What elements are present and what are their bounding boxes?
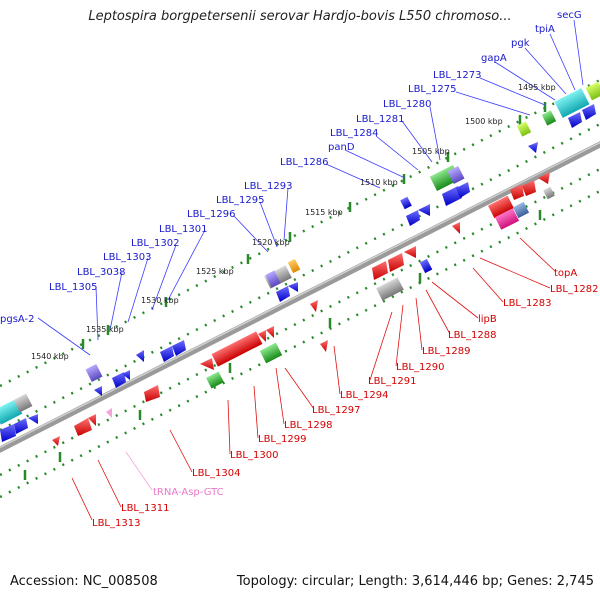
gene-label: LBL_1300 [230, 450, 278, 461]
gene-label: LBL_1283 [503, 298, 551, 309]
gene-label: secG [557, 10, 582, 21]
minus-leader-lines [71, 237, 557, 521]
gene-label: LBL_1304 [192, 468, 240, 479]
gene-label: LBL_1282 [550, 284, 598, 295]
gene-label: LBL_1302 [131, 238, 179, 249]
kbp-label: 1510 kbp [360, 178, 398, 187]
gene-label: LBL_1298 [284, 420, 332, 431]
kbp-label: 1500 kbp [465, 117, 503, 126]
gene-label: LBL_1281 [356, 114, 404, 125]
gene-label: LBL_1296 [187, 209, 235, 220]
gene-label: LBL_1280 [383, 99, 431, 110]
kbp-label: 1540 kbp [31, 352, 69, 361]
gene-label: LBL_1290 [396, 362, 444, 373]
major-ticks [23, 102, 547, 480]
gene-label: LBL_1297 [312, 405, 360, 416]
gene-label: lipB [478, 314, 497, 325]
plus-leader-lines [37, 19, 584, 356]
gene-label: panD [328, 142, 355, 153]
tick-row-outer-minus [0, 189, 600, 499]
gene-label: LBL_1305 [49, 282, 97, 293]
gene-label: LBL_1284 [330, 128, 378, 139]
gene-label: LBL_1293 [244, 181, 292, 192]
tick-row-inner-plus [0, 122, 600, 432]
kbp-label: 1520 kbp [252, 238, 290, 247]
gene-label: LBL_1286 [280, 157, 328, 168]
backbone-line [0, 141, 600, 453]
gene-label: LBL_1294 [340, 390, 388, 401]
gene-label: LBL_1289 [422, 346, 470, 357]
kbp-label: 1495 kbp [518, 83, 556, 92]
kbp-label: 1505 kbp [412, 147, 450, 156]
gene-label: pgk [511, 38, 530, 49]
trna-leader-line [125, 451, 153, 491]
gene-label: LBL_1301 [159, 224, 207, 235]
gene-label: gapA [481, 53, 507, 64]
kbp-labels: 1495 kbp 1500 kbp 1505 kbp 1510 kbp 1515… [31, 83, 556, 361]
plus-gene-labels: secG tpiA pgk gapA LBL_1273 LBL_1275 LBL… [0, 10, 582, 325]
trna-label: tRNA-Asp-GTC [153, 487, 224, 498]
kbp-label: 1530 kbp [141, 296, 179, 305]
kbp-label: 1515 kbp [305, 208, 343, 217]
gene-label: LBL_1275 [408, 84, 456, 95]
minus-gene-labels: topA LBL_1282 LBL_1283 lipB LBL_1288 LBL… [92, 268, 598, 529]
gene-label: LBL_3038 [77, 267, 125, 278]
gene-label: LBL_1299 [258, 434, 306, 445]
kbp-label: 1535 kbp [86, 325, 124, 334]
minus-strand-genes [52, 172, 555, 446]
gene-label: LBL_1288 [448, 330, 496, 341]
tick-row-outer-plus [0, 78, 600, 388]
plus-strand-genes [0, 81, 600, 442]
gene-label: pgsA-2 [0, 314, 35, 325]
gene-label: LBL_1313 [92, 518, 140, 529]
map-title: Leptospira borgpetersenii serovar Hardjo… [88, 9, 512, 24]
kbp-label: 1525 kbp [196, 267, 234, 276]
gene-label: LBL_1311 [121, 503, 169, 514]
gene-label: tpiA [535, 24, 555, 35]
gene-label: LBL_1273 [433, 70, 481, 81]
gene-label: LBL_1291 [368, 376, 416, 387]
accession-text: Accession: NC_008508 [10, 574, 158, 589]
topology-stats-text: Topology: circular; Length: 3,614,446 bp… [236, 574, 594, 589]
gene-label: LBL_1303 [103, 252, 151, 263]
gene-label: LBL_1295 [216, 195, 264, 206]
gene-label: topA [554, 268, 577, 279]
